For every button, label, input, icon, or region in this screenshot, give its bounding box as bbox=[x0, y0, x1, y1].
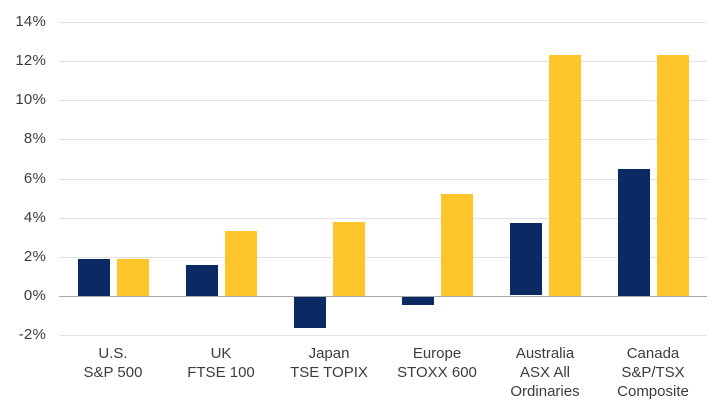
bar-series-navy bbox=[78, 259, 110, 296]
y-tick-label: 0% bbox=[23, 287, 46, 304]
bar-series-yellow bbox=[441, 194, 473, 296]
y-tick-label: 14% bbox=[15, 13, 46, 30]
y-tick-label: -2% bbox=[18, 326, 46, 343]
gridline bbox=[59, 335, 707, 336]
gridline bbox=[59, 100, 707, 101]
x-category-label: UK FTSE 100 bbox=[187, 345, 255, 381]
x-category-label: U.S. S&P 500 bbox=[83, 345, 143, 381]
gridline bbox=[59, 218, 707, 219]
gridline bbox=[59, 257, 707, 258]
y-tick-label: 6% bbox=[23, 170, 46, 187]
bar-series-navy bbox=[618, 169, 650, 296]
y-tick-label: 4% bbox=[23, 209, 46, 226]
y-tick-label: 2% bbox=[23, 248, 46, 265]
bar-series-navy bbox=[186, 265, 218, 296]
x-category-label: Japan TSE TOPIX bbox=[290, 345, 368, 381]
bar-series-yellow bbox=[225, 231, 257, 296]
gridline bbox=[59, 179, 707, 180]
plot-area bbox=[59, 22, 707, 336]
y-tick-label: 12% bbox=[15, 52, 46, 69]
bar-series-yellow bbox=[333, 222, 365, 296]
bar-series-yellow bbox=[117, 259, 149, 296]
gridline bbox=[59, 61, 707, 62]
x-category-label: Canada S&P/TSX Composite bbox=[617, 345, 689, 400]
y-tick-label: 10% bbox=[15, 91, 46, 108]
bar-series-navy bbox=[402, 297, 434, 305]
zero-axis-line bbox=[59, 296, 707, 297]
bar-series-yellow bbox=[657, 55, 689, 296]
bar-series-navy bbox=[510, 223, 542, 295]
x-category-label: Australia ASX All Ordinaries bbox=[510, 345, 580, 400]
y-tick-label: 8% bbox=[23, 130, 46, 147]
gridline bbox=[59, 139, 707, 140]
gridline bbox=[59, 22, 707, 23]
y-axis: 14% 12% 10% 8% 6% 4% 2% 0% -2% bbox=[0, 0, 46, 417]
bar-series-yellow bbox=[549, 55, 581, 296]
x-category-label: Europe STOXX 600 bbox=[397, 345, 477, 381]
bar-series-navy bbox=[294, 297, 326, 328]
